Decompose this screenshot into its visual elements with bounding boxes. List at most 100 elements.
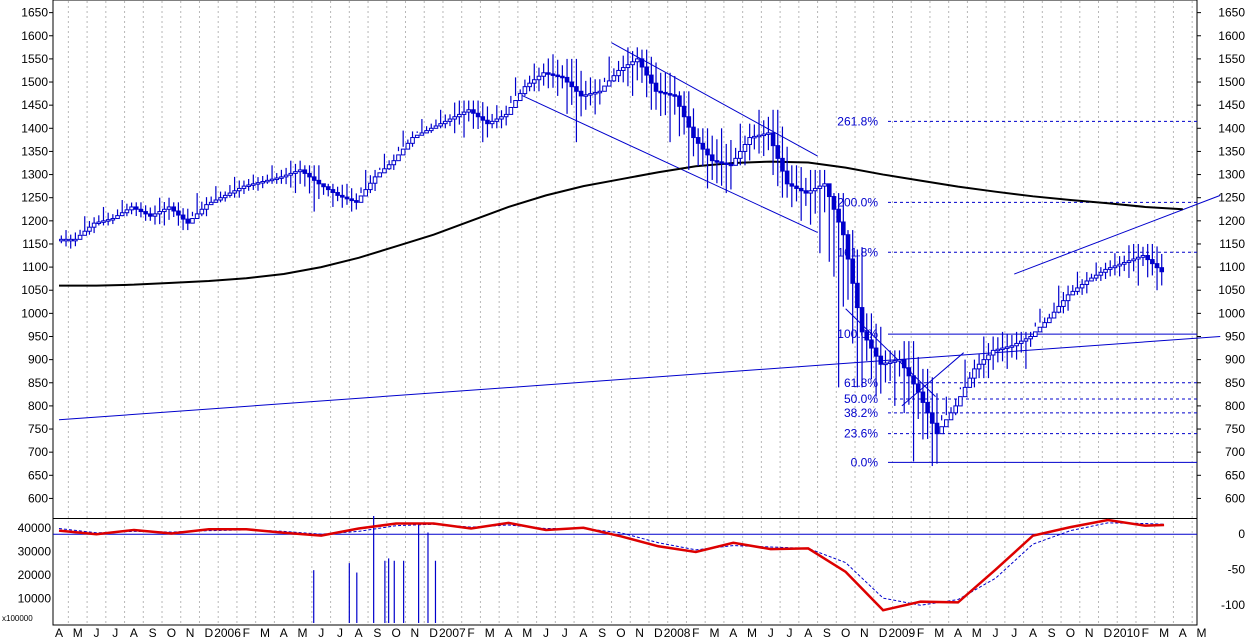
price-bar-body bbox=[569, 81, 575, 88]
price-bar-body bbox=[316, 179, 322, 185]
price-bar-body bbox=[372, 176, 378, 184]
price-bar-body bbox=[958, 396, 963, 407]
right-price-tick-label: 1150 bbox=[1219, 237, 1245, 251]
x-tick-label: J bbox=[1011, 626, 1017, 640]
price-bar-body bbox=[475, 112, 481, 118]
price-bar-body bbox=[667, 93, 673, 96]
price-bar-body bbox=[1009, 345, 1015, 348]
price-bar-body bbox=[850, 258, 855, 284]
price-bar-body bbox=[845, 234, 851, 260]
price-bar-body bbox=[1159, 267, 1165, 273]
price-bar-body bbox=[972, 368, 977, 379]
price-bar-body bbox=[471, 109, 476, 114]
fib-level-label: 50.0% bbox=[844, 392, 878, 406]
price-bar-body bbox=[354, 200, 359, 203]
price-bar-body bbox=[1000, 347, 1005, 351]
price-bar-body bbox=[265, 179, 270, 183]
price-bar-body bbox=[204, 204, 209, 210]
x-tick-label: M bbox=[260, 626, 270, 640]
left-price-tick-label: 1150 bbox=[22, 237, 48, 251]
price-bar-body bbox=[176, 210, 181, 216]
left-price-tick-label: 800 bbox=[28, 399, 48, 413]
price-bar-body bbox=[541, 72, 546, 77]
price-bar-body bbox=[981, 359, 987, 365]
x-tick-label: A bbox=[729, 626, 737, 640]
price-bar-body bbox=[77, 234, 83, 240]
price-bar-body bbox=[321, 183, 326, 188]
price-bar-body bbox=[719, 161, 724, 164]
fib-level-label: 200.0% bbox=[837, 195, 878, 209]
left-price-tick-label: 650 bbox=[28, 468, 48, 482]
price-bar-body bbox=[555, 74, 560, 78]
right-price-tick-label: 850 bbox=[1225, 376, 1245, 390]
price-bar-body bbox=[616, 69, 621, 77]
left-price-tick-label: 1500 bbox=[21, 75, 48, 89]
price-bar-body bbox=[311, 176, 317, 181]
price-bar-body bbox=[1065, 294, 1071, 302]
price-bar-body bbox=[841, 221, 846, 236]
price-bar-body bbox=[653, 82, 659, 92]
price-bar-body bbox=[1084, 280, 1090, 285]
price-bar-body bbox=[517, 93, 523, 102]
price-bar-body bbox=[705, 148, 710, 156]
price-bar-body bbox=[770, 132, 776, 147]
price-bar-body bbox=[414, 134, 420, 139]
price-bar-body bbox=[995, 348, 1001, 352]
price-bar-body bbox=[592, 91, 598, 95]
price-bar-body bbox=[1023, 338, 1029, 342]
price-bar-body bbox=[695, 137, 701, 144]
price-bar-body bbox=[798, 187, 804, 192]
price-bar-body bbox=[105, 219, 111, 222]
price-bar-body bbox=[906, 367, 912, 377]
price-bar-body bbox=[386, 164, 392, 170]
price-bar-body bbox=[878, 355, 884, 365]
x-tick-label: A bbox=[130, 626, 138, 640]
price-bar-body bbox=[794, 185, 799, 189]
price-bar-body bbox=[658, 90, 664, 94]
x-tick-label: O bbox=[616, 626, 625, 640]
x-tick-label: J bbox=[337, 626, 343, 640]
x-tick-label: 2009 bbox=[888, 626, 915, 640]
price-bar-body bbox=[574, 86, 579, 92]
price-bar-body bbox=[349, 198, 354, 202]
price-bar-body bbox=[255, 182, 261, 185]
x-tick-label: O bbox=[1066, 626, 1075, 640]
price-bar-body bbox=[227, 192, 233, 196]
price-bar-body bbox=[288, 172, 294, 176]
price-bar-body bbox=[82, 230, 88, 236]
price-bar-body bbox=[742, 143, 748, 152]
price-bar-body bbox=[494, 118, 500, 122]
right-price-tick-label: 950 bbox=[1225, 329, 1245, 343]
price-bar-body bbox=[101, 220, 106, 223]
price-bar-body bbox=[948, 412, 954, 421]
price-bar-body bbox=[560, 75, 565, 79]
oscillator-tick-label: -50 bbox=[1228, 563, 1246, 577]
price-bar-body bbox=[1126, 260, 1132, 263]
x-tick-label: O bbox=[167, 626, 176, 640]
right-price-tick-label: 800 bbox=[1225, 399, 1245, 413]
volume-unit-label: x100000 bbox=[2, 614, 33, 623]
price-bar-body bbox=[452, 116, 457, 120]
left-price-tick-label: 600 bbox=[28, 491, 48, 505]
price-bar-body bbox=[803, 190, 809, 194]
right-price-tick-label: 1600 bbox=[1218, 29, 1245, 43]
x-tick-label: S bbox=[598, 626, 606, 640]
x-tick-label: J bbox=[318, 626, 324, 640]
x-tick-label: D bbox=[429, 626, 438, 640]
x-tick-label: D bbox=[205, 626, 214, 640]
price-bar-body bbox=[911, 375, 916, 385]
price-bar-body bbox=[63, 238, 69, 242]
price-bar-body bbox=[925, 401, 930, 414]
volume-tick-label: 30000 bbox=[18, 544, 52, 558]
price-bar-body bbox=[218, 197, 223, 201]
x-tick-label: D bbox=[1104, 626, 1113, 640]
price-bar-body bbox=[817, 185, 823, 189]
price-bar-body bbox=[1112, 265, 1118, 269]
price-bar-body bbox=[1051, 311, 1057, 319]
x-tick-label: F bbox=[917, 626, 924, 640]
price-bar-body bbox=[410, 137, 415, 144]
x-tick-label: S bbox=[149, 626, 157, 640]
trend-line bbox=[58, 335, 1221, 421]
x-tick-label: M bbox=[747, 626, 757, 640]
